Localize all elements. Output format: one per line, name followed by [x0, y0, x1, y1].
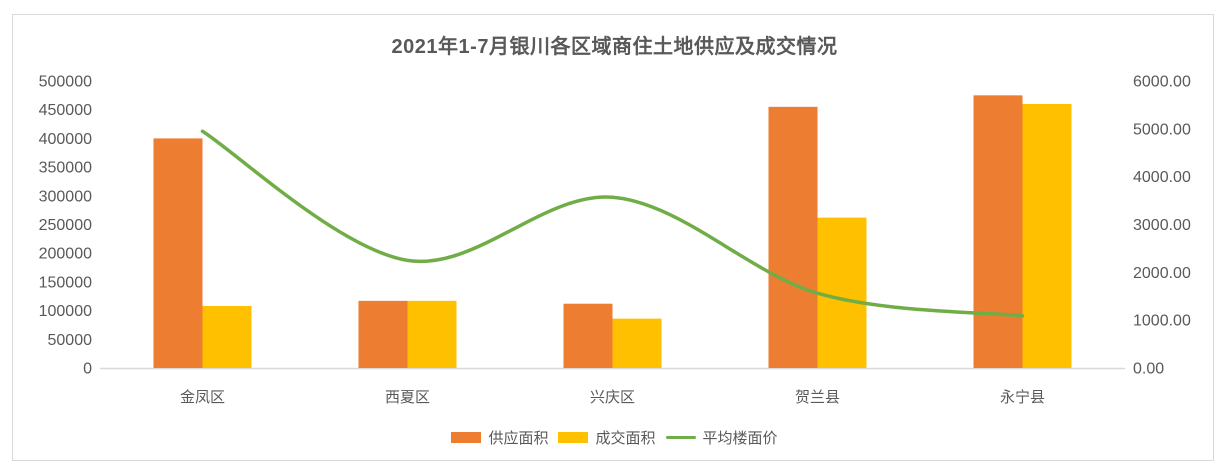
y-axis-tick-right: 2000.00	[1133, 265, 1191, 282]
y-axis-tick-left: 300000	[39, 188, 92, 205]
y-axis-tick-right: 4000.00	[1133, 169, 1191, 186]
transaction-area-bar	[612, 318, 662, 368]
legend-item-avg-floor-price: 平均楼面价	[665, 427, 778, 448]
supply-area-bar	[973, 95, 1023, 368]
y-axis-tick-left: 400000	[39, 131, 92, 148]
avg-floor-price-line	[200, 129, 1025, 318]
x-axis-label: 贺兰县	[795, 389, 840, 406]
y-axis-tick-right: 3000.00	[1133, 217, 1191, 234]
legend-label-avg-floor-price: 平均楼面价	[702, 430, 778, 447]
y-axis-tick-right: 1000.00	[1133, 313, 1191, 330]
legend-swatch-supply-area	[451, 432, 482, 443]
chart-legend: 供应面积 成交面积 平均楼面价	[0, 427, 1229, 448]
x-axis-label: 金凤区	[180, 389, 225, 406]
transaction-area-bar	[1022, 103, 1072, 369]
x-axis-label: 永宁县	[1000, 389, 1045, 406]
transaction-area-bar	[817, 217, 867, 368]
y-axis-tick-right: 5000.00	[1133, 121, 1191, 138]
y-axis-tick-left: 500000	[39, 74, 92, 91]
y-axis-tick-left: 450000	[39, 102, 92, 119]
transaction-area-bar	[202, 306, 252, 368]
y-axis-tick-left: 200000	[39, 246, 92, 263]
supply-area-bar	[153, 138, 203, 368]
legend-item-transaction-area: 成交面积	[558, 427, 656, 448]
legend-label-supply-area: 供应面积	[488, 430, 549, 447]
legend-item-supply-area: 供应面积	[451, 427, 548, 448]
x-axis-label: 兴庆区	[590, 389, 635, 406]
y-axis-tick-left: 100000	[39, 303, 92, 320]
y-axis-tick-left: 150000	[39, 274, 92, 291]
chart-title: 2021年1-7月银川各区域商住土地供应及成交情况	[391, 36, 838, 58]
y-axis-tick-left: 250000	[39, 217, 92, 234]
legend-label-transaction-area: 成交面积	[595, 430, 656, 447]
y-axis-tick-right: 0.00	[1133, 361, 1164, 378]
y-axis-tick-left: 0	[83, 361, 92, 378]
x-axis-label: 西夏区	[385, 389, 430, 406]
y-axis-tick-right: 6000.00	[1133, 74, 1191, 91]
transaction-area-bar	[407, 300, 457, 368]
legend-swatch-transaction-area	[558, 432, 589, 443]
supply-area-bar	[358, 300, 408, 368]
y-axis-tick-left: 350000	[39, 160, 92, 177]
supply-area-bar	[768, 106, 818, 368]
y-axis-tick-left: 50000	[48, 332, 93, 349]
supply-area-bar	[563, 303, 613, 368]
legend-swatch-avg-floor-price	[665, 435, 696, 440]
